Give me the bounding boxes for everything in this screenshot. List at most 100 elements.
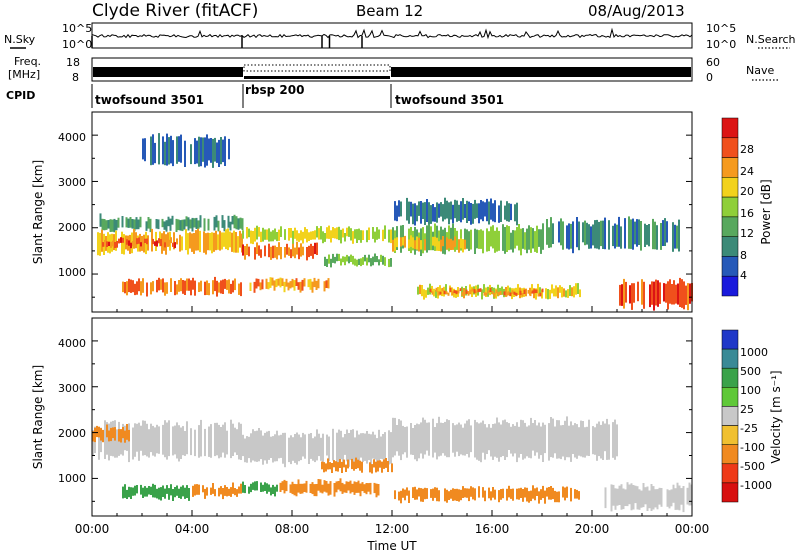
power-cell-13 [687, 283, 689, 311]
velocity-cell-6 [360, 433, 362, 458]
velocity-cell-6 [346, 429, 348, 462]
power-cell-5 [366, 230, 368, 243]
velocity-cell-5 [321, 484, 324, 494]
velocity-cell-6 [342, 437, 344, 463]
velocity-cell-10 [335, 461, 337, 472]
velocity-cell-6 [384, 432, 386, 467]
power-cell-2 [170, 237, 172, 244]
power-cell-1 [101, 229, 103, 252]
velocity-cell-8 [478, 423, 480, 461]
power-cell-8 [508, 226, 510, 251]
power-cell-9 [416, 236, 418, 250]
velocity-cell-2 [164, 488, 166, 499]
power-cell-0 [221, 215, 224, 228]
velocity-cell-7 [552, 487, 554, 500]
power-cell-15 [440, 202, 442, 217]
velocity-cell-3 [192, 485, 194, 497]
velocity-cell-8 [512, 424, 514, 457]
power-cell-10 [529, 287, 531, 296]
power-cell-14 [144, 138, 146, 162]
velocity-cell-5 [343, 484, 346, 493]
power-cell-15 [478, 203, 480, 224]
power-cell-2 [112, 240, 114, 247]
velocity-cell-0 [146, 423, 148, 457]
velocity-cell-8 [466, 420, 468, 454]
power-cell-2 [160, 239, 162, 246]
power-cell-11 [507, 291, 510, 296]
velocity-cell-9 [642, 483, 645, 508]
velocity-cell-7 [458, 489, 460, 502]
velocity-cell-10 [355, 457, 357, 469]
velocity-cell-5 [305, 480, 308, 493]
power-cell-10 [531, 284, 533, 294]
power-cell-0 [161, 218, 164, 228]
power-cell-1 [189, 232, 191, 249]
power-cell-11 [431, 291, 434, 295]
velocity-cell-0 [98, 426, 100, 460]
power-cell-8 [534, 231, 536, 252]
velocity-cell-6 [292, 437, 294, 461]
velocity-ylabel: Slant Range [km] [31, 365, 45, 469]
velocity-cell-0 [156, 424, 158, 454]
velocity-cell-9 [688, 482, 691, 506]
velocity-cell-2 [152, 483, 154, 498]
velocity-cell-8 [574, 423, 576, 458]
power-cell-2 [122, 237, 124, 243]
power-cell-13 [637, 281, 639, 302]
power-cell-15 [462, 198, 464, 220]
power-cell-4 [288, 247, 290, 256]
power-cell-14 [150, 136, 152, 166]
velocity-cell-0 [180, 427, 182, 459]
velocity-cell-7 [400, 490, 402, 504]
power-cell-5 [276, 232, 278, 242]
power-cbar-tick-12: 12 [740, 227, 754, 240]
power-cell-1 [235, 232, 237, 253]
power-cell-8 [444, 227, 446, 255]
velocity-cell-8 [456, 424, 458, 452]
power-cell-1 [181, 236, 183, 251]
power-cell-0 [217, 220, 220, 232]
power-cell-10 [567, 289, 569, 298]
velocity-cell-5 [337, 481, 340, 490]
velocity-cell-0 [232, 423, 234, 456]
velocity-cell-7 [456, 488, 458, 501]
power-cell-0 [157, 219, 160, 230]
nave-tick-top: 60 [706, 56, 720, 69]
power-cell-5 [390, 229, 392, 244]
velocity-cell-3 [232, 482, 234, 494]
power-cell-5 [296, 230, 298, 241]
power-cell-13 [657, 280, 659, 307]
velocity-cell-6 [350, 429, 352, 461]
power-cell-4 [254, 247, 256, 260]
velocity-cell-8 [510, 426, 512, 454]
power-cell-1 [213, 232, 215, 252]
power-cell-15 [458, 204, 460, 221]
power-cell-2 [126, 239, 128, 245]
power-cell-11 [435, 287, 438, 292]
velocity-cell-6 [278, 435, 280, 459]
power-cell-11 [521, 293, 524, 297]
velocity-cell-8 [414, 425, 416, 460]
power-cell-15 [430, 205, 432, 224]
power-cell-0 [99, 213, 102, 227]
velocity-cell-9 [650, 484, 653, 511]
power-cell-12 [632, 218, 634, 250]
velocity-cell-6 [344, 434, 346, 455]
power-cell-0 [139, 216, 142, 228]
velocity-cell-8 [434, 427, 436, 453]
power-cell-1 [215, 230, 217, 251]
power-cell-11 [533, 289, 536, 294]
velocity-cell-7 [460, 489, 462, 501]
power-cell-3 [214, 276, 216, 292]
power-cell-1 [207, 232, 209, 251]
velocity-cell-8 [398, 419, 400, 456]
velocity-cell-8 [418, 424, 420, 459]
power-cell-7 [362, 257, 364, 265]
power-cell-0 [133, 219, 136, 232]
power-cell-13 [623, 278, 625, 309]
velocity-cell-5 [323, 480, 326, 492]
velocity-cell-6 [320, 437, 322, 461]
power-cell-11 [499, 291, 502, 295]
velocity-cell-4 [276, 484, 278, 492]
power-cell-8 [402, 225, 404, 249]
